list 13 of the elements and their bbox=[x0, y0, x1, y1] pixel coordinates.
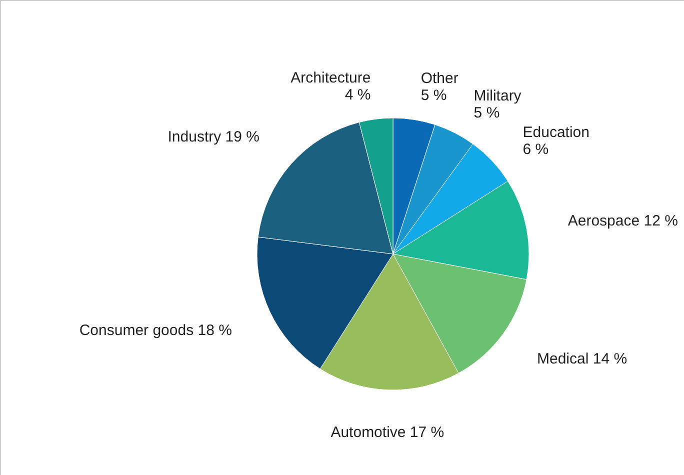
slice-label: Other bbox=[420, 70, 458, 88]
slice-label: Education bbox=[522, 124, 590, 142]
data-label: 5 % bbox=[474, 104, 500, 122]
slice-label: Automotive 17 % bbox=[330, 424, 444, 441]
slice-label: Consumer goods 18 % bbox=[79, 322, 232, 339]
slice-label: Architecture bbox=[290, 69, 371, 86]
slice-label: Medical 14 % bbox=[537, 350, 628, 368]
slice-label: Aerospace 12 % bbox=[568, 212, 678, 230]
data-label: 4 % bbox=[344, 86, 371, 104]
data-label: 6 % bbox=[522, 141, 549, 158]
slice-label: Military bbox=[474, 87, 522, 104]
data-label: 5 % bbox=[420, 87, 447, 104]
slice-label: Industry 19 % bbox=[168, 128, 260, 146]
